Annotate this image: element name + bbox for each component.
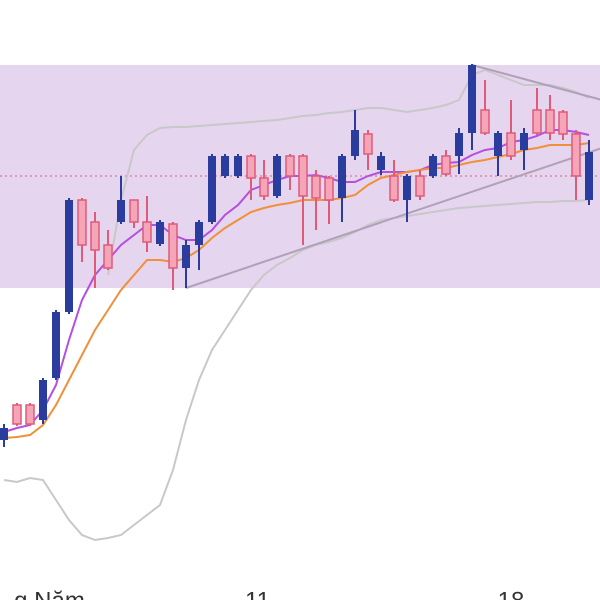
candle-body [545,109,555,134]
candle-body [298,155,308,197]
candle-body [338,156,346,198]
candle-body [311,175,321,199]
candle-body [77,199,87,246]
x-tick-label: 18 [498,587,525,600]
candle-body [234,156,242,176]
candle-body [377,156,385,170]
trendline [185,147,600,289]
candle-body [403,176,411,200]
candle-body [351,130,359,156]
candle-body [455,133,463,156]
candle-body [363,133,373,155]
candle-body [389,175,399,201]
candle-body [429,156,437,176]
candle-body [129,199,139,223]
candle-body [52,312,60,378]
candle-body [117,200,125,222]
candle-body [221,156,229,176]
candle-body [259,177,269,197]
overlay-line [3,142,590,439]
overlay-line [3,199,590,542]
candle-body [142,221,152,243]
candle-body [182,245,190,268]
trendline [471,64,600,101]
candle-body [156,222,164,244]
candle-body [168,223,178,269]
candle-body [558,111,568,135]
candle-body [506,132,516,157]
candle-body [441,155,451,175]
candle-body [480,109,490,134]
candle-body [285,155,295,177]
candle-body [415,175,425,197]
candle-body [324,177,334,201]
candle-body [246,155,256,179]
overlay-line [107,68,590,276]
candle-body [195,222,203,245]
x-tick-label: g Năm [14,587,85,600]
candle-body [468,65,476,133]
candle-body [273,156,281,196]
candle-body [12,404,22,425]
candle-body [25,404,35,425]
candle-body [0,428,8,440]
candle-body [532,109,542,134]
candle-body [571,133,581,177]
candle-body [494,133,502,156]
candle-body [103,244,113,269]
candle-body [585,152,593,200]
candle-body [520,133,528,150]
candle-body [39,380,47,420]
overlay-line [3,129,590,433]
candle-body [90,221,100,251]
candle-body [208,156,216,222]
x-tick-label: 11 [245,587,270,600]
candle-body [65,200,73,312]
